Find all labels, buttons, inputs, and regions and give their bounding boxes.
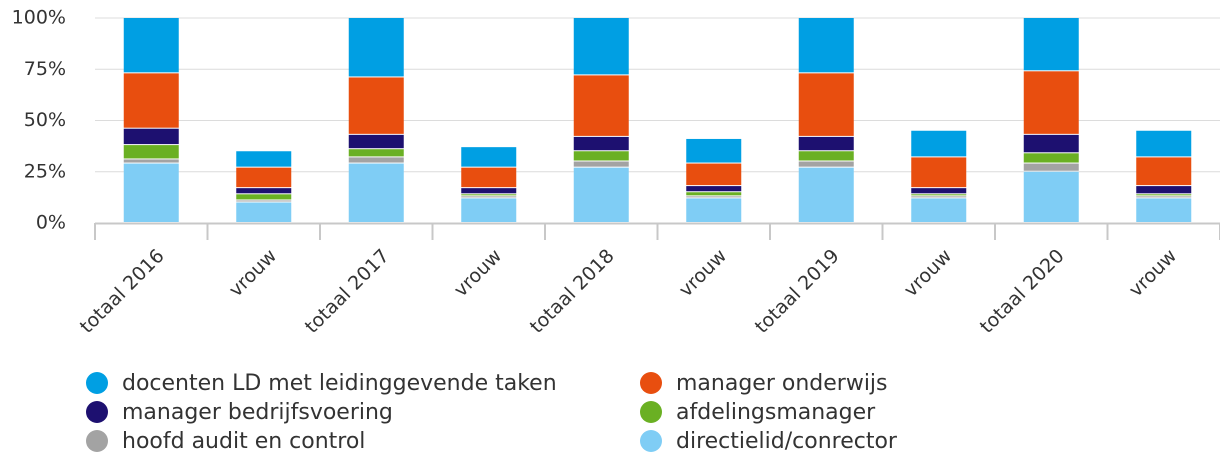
bar-segment <box>123 163 179 222</box>
bar-segment <box>798 167 854 222</box>
bar-segment <box>461 147 517 167</box>
bar-segment <box>911 130 967 157</box>
bar-segment <box>911 198 967 222</box>
bar-segment <box>686 198 742 222</box>
bar-segment <box>686 192 742 196</box>
y-tick-label: 100% <box>12 7 66 29</box>
bar-segment <box>348 134 404 149</box>
y-tick-label: 75% <box>24 58 66 80</box>
bar-segment <box>1023 18 1079 71</box>
bar-segment <box>348 77 404 134</box>
bar-segment <box>686 196 742 198</box>
bar-segment <box>236 200 292 202</box>
bar-segment <box>686 138 742 163</box>
bar-segment <box>911 188 967 194</box>
bar-segment <box>123 128 179 145</box>
x-tick-label: totaal 2019 <box>751 245 844 338</box>
bar-segment <box>123 18 179 73</box>
legend-swatch <box>86 430 108 452</box>
y-tick-label: 0% <box>36 212 66 234</box>
bar-segment <box>798 161 854 167</box>
bar-segment <box>1023 134 1079 153</box>
bar-segment <box>911 157 967 188</box>
bar-segment <box>1136 198 1192 222</box>
bar-segment <box>1023 163 1079 171</box>
legend-label: hoofd audit en control <box>122 429 365 454</box>
bar-segment <box>123 159 179 163</box>
legend-swatch <box>640 430 662 452</box>
bar-segment <box>798 136 854 151</box>
bar-segment <box>348 157 404 163</box>
bar-segment <box>123 145 179 159</box>
x-tick-label: vrouw <box>225 245 281 301</box>
bar-segment <box>911 194 967 196</box>
x-tick-label: vrouw <box>675 245 731 301</box>
bar-segment <box>461 167 517 188</box>
x-tick-label: totaal 2020 <box>976 245 1069 338</box>
bar-segment <box>461 188 517 194</box>
legend-label: manager onderwijs <box>676 371 888 396</box>
bar-segment <box>236 167 292 188</box>
bar-segment <box>798 73 854 136</box>
bar-segment <box>1136 186 1192 194</box>
x-tick-label: vrouw <box>900 245 956 301</box>
bar-segment <box>1136 194 1192 196</box>
bar-segment <box>236 188 292 194</box>
legend-swatch <box>86 372 108 394</box>
bar-segment <box>1136 196 1192 198</box>
bar-segment <box>461 194 517 196</box>
bar-segment <box>236 202 292 222</box>
bar-segment <box>123 73 179 128</box>
bar-segment <box>236 151 292 167</box>
bar-segment <box>1136 157 1192 186</box>
bar-segment <box>573 75 629 136</box>
x-tick-label: vrouw <box>1125 245 1181 301</box>
bar-segment <box>686 163 742 186</box>
x-tick-label: totaal 2016 <box>76 245 169 338</box>
bar-segment <box>1023 171 1079 222</box>
bar-segment <box>686 186 742 192</box>
bar-segment <box>573 151 629 161</box>
legend-label: directielid/conrector <box>676 429 898 454</box>
x-tick-label: totaal 2018 <box>526 245 619 338</box>
legend-label: afdelingsmanager <box>676 400 876 425</box>
legend-label: docenten LD met leidinggevende taken <box>122 371 557 396</box>
bar-segment <box>236 194 292 200</box>
bar-segment <box>573 167 629 222</box>
legend-swatch <box>86 401 108 423</box>
bar-segment <box>461 198 517 222</box>
legend-swatch <box>640 372 662 394</box>
y-tick-label: 50% <box>24 109 66 131</box>
bar-segment <box>1023 71 1079 134</box>
bar-segment <box>348 163 404 222</box>
bar-segment <box>573 161 629 167</box>
bar-segment <box>1023 153 1079 163</box>
bar-segment <box>798 151 854 161</box>
x-tick-label: totaal 2017 <box>301 245 394 338</box>
bar-segment <box>573 136 629 151</box>
bar-segment <box>348 18 404 77</box>
bar-segment <box>1136 130 1192 157</box>
bar-segment <box>911 196 967 198</box>
y-tick-label: 25% <box>24 160 66 182</box>
bar-segment <box>461 196 517 198</box>
x-tick-label: vrouw <box>450 245 506 301</box>
legend-label: manager bedrijfsvoering <box>122 400 393 425</box>
legend-swatch <box>640 401 662 423</box>
bar-segment <box>798 18 854 73</box>
bar-segment <box>573 18 629 75</box>
bar-segment <box>348 149 404 157</box>
